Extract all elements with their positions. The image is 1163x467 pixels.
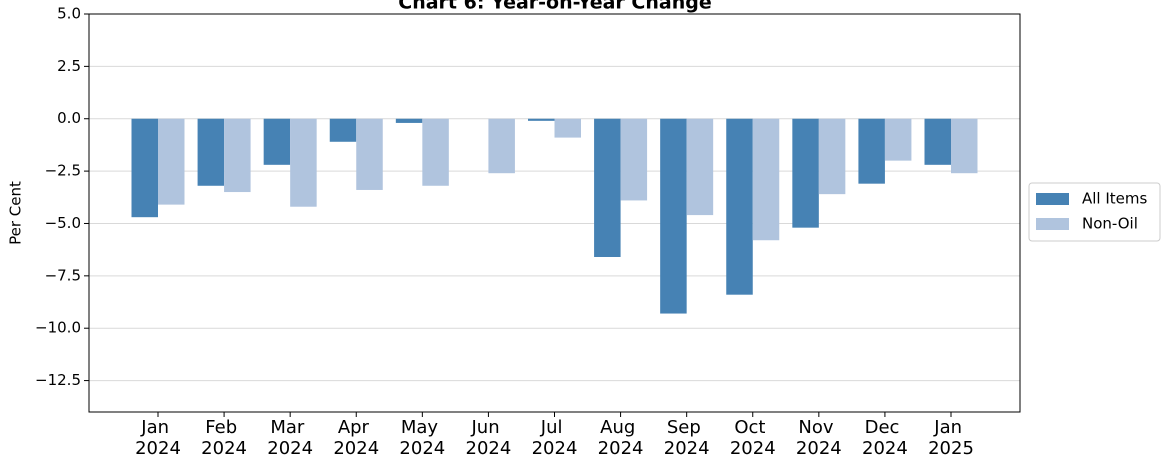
- y-tick-label: −2.5: [45, 162, 81, 180]
- legend: All Items Non-Oil: [1028, 182, 1161, 242]
- bar: [224, 118, 251, 193]
- x-tick-label: May 2024: [399, 417, 445, 459]
- bar: [422, 118, 449, 186]
- bar: [726, 118, 753, 295]
- bar: [924, 118, 951, 165]
- bar: [158, 118, 185, 205]
- bar: [131, 118, 158, 218]
- y-axis-label: Per Cent: [7, 181, 25, 245]
- bar: [951, 118, 978, 174]
- bar: [395, 118, 423, 123]
- legend-label: All Items: [1082, 190, 1148, 208]
- bar: [752, 118, 780, 241]
- bar: [554, 118, 581, 138]
- x-tick-label: Jun 2024: [466, 417, 512, 459]
- x-tick-label: Jul 2024: [532, 417, 578, 459]
- x-tick-label: Jan 2025: [928, 417, 974, 459]
- x-tick-label: Sep 2024: [664, 417, 710, 459]
- y-tick-label: 0.0: [57, 109, 81, 127]
- bar: [356, 118, 383, 190]
- bar: [488, 118, 515, 174]
- x-tick-label: Oct 2024: [730, 417, 776, 459]
- bar: [858, 118, 885, 184]
- x-tick-label: Jan 2024: [135, 417, 181, 459]
- x-tick-label: Feb 2024: [201, 417, 247, 459]
- x-tick-label: Dec 2024: [862, 417, 908, 459]
- x-tick-label: Nov 2024: [796, 417, 842, 459]
- y-tick-label: −5.0: [45, 214, 81, 232]
- bar: [594, 118, 621, 257]
- legend-label: Non-Oil: [1082, 215, 1138, 233]
- y-tick-label: −7.5: [45, 266, 81, 284]
- y-tick-label: −10.0: [35, 319, 81, 337]
- bar: [329, 118, 357, 142]
- bar: [686, 118, 714, 216]
- plot-frame: [88, 13, 1021, 413]
- y-tick-label: 5.0: [57, 5, 81, 23]
- legend-swatch: [1036, 193, 1069, 205]
- x-tick-label: Mar 2024: [267, 417, 313, 459]
- bar: [263, 118, 291, 165]
- bar: [792, 118, 819, 228]
- bar: [528, 118, 555, 121]
- legend-swatch: [1036, 218, 1069, 230]
- bar: [620, 118, 648, 201]
- y-tick-label: −12.5: [35, 371, 81, 389]
- x-tick-label: Aug 2024: [598, 417, 644, 459]
- bar: [884, 118, 912, 161]
- y-tick-label: 2.5: [57, 57, 81, 75]
- chart-title: Chart 6: Year-on-Year Change: [398, 0, 711, 14]
- bar: [197, 118, 225, 186]
- bar: [818, 118, 846, 195]
- x-tick-label: Apr 2024: [333, 417, 379, 459]
- bar: [290, 118, 317, 207]
- bar: [660, 118, 687, 314]
